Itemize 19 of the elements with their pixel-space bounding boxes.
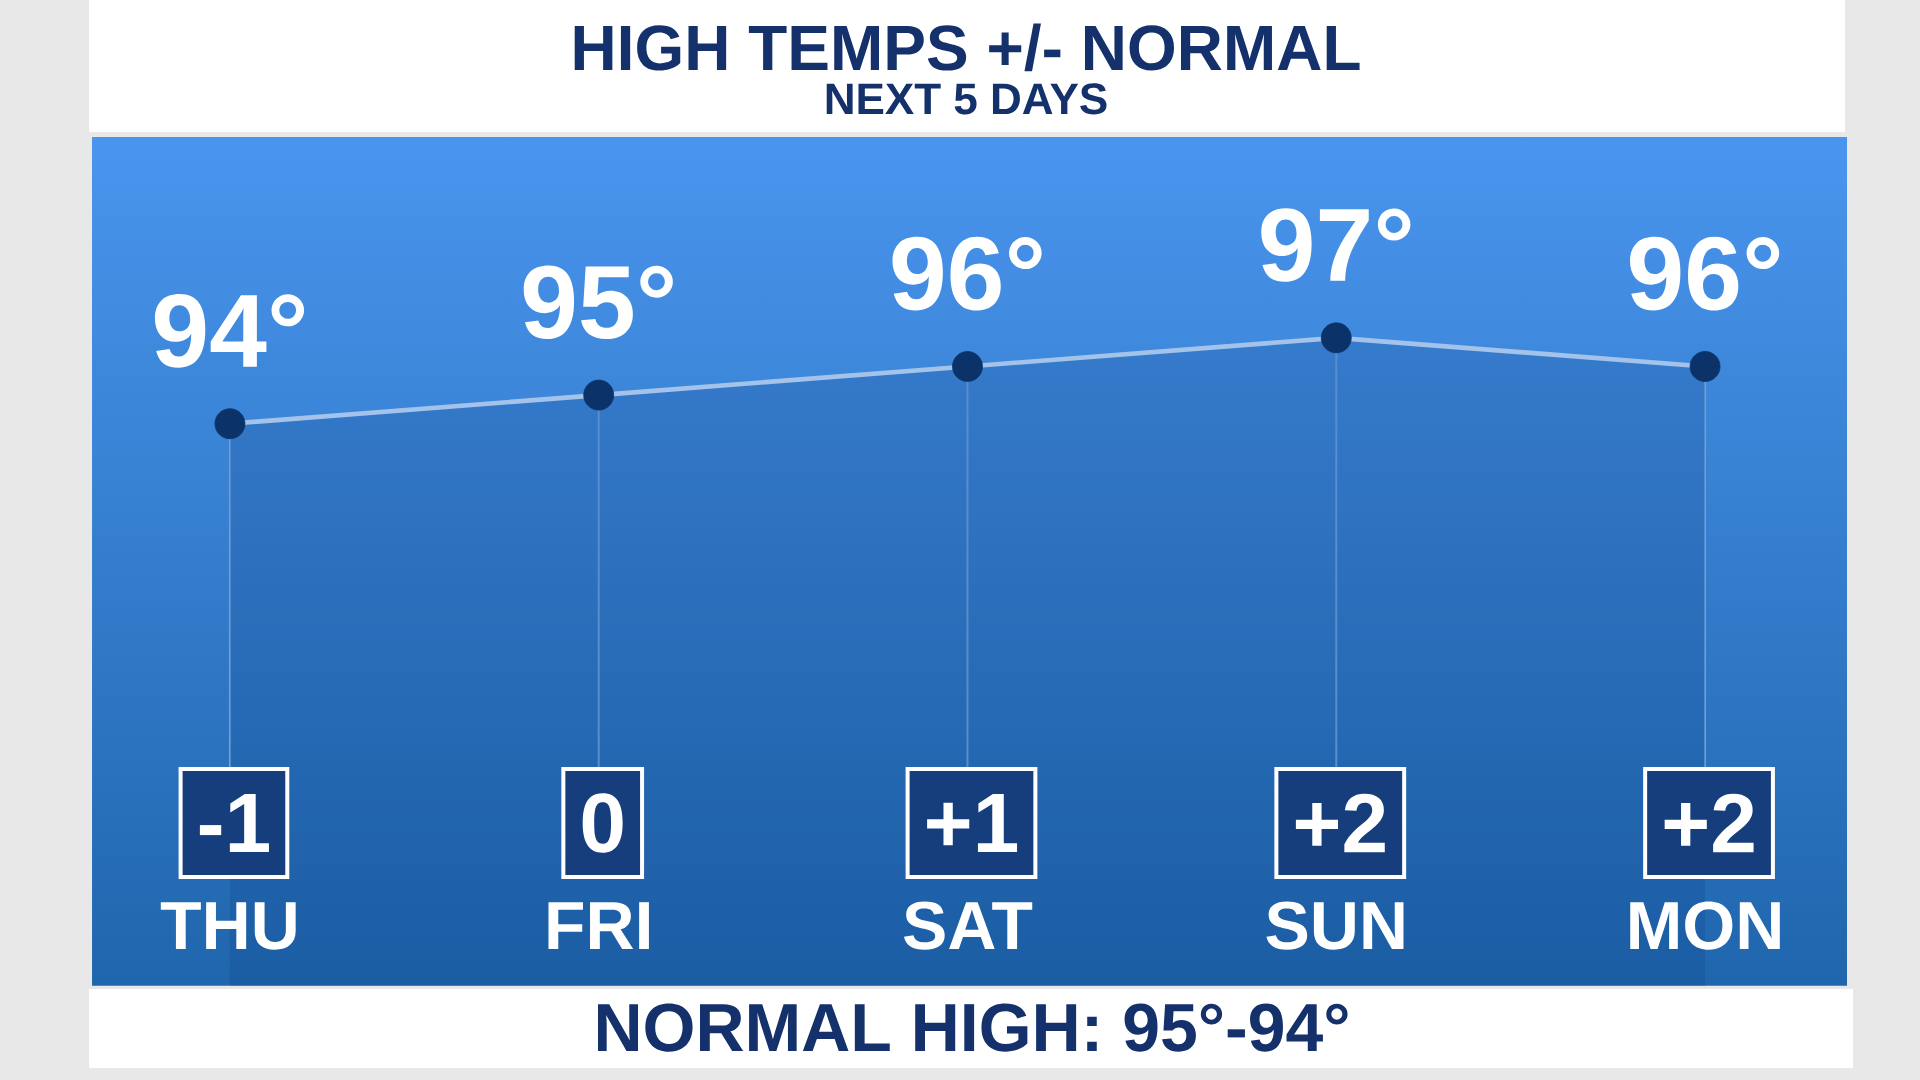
x-tick-label: THU	[160, 902, 296, 950]
data-label: 94°	[154, 294, 305, 368]
chart-title: HIGH TEMPS +/- NORMAL	[574, 23, 1360, 72]
x-tick-label: SAT	[903, 901, 1033, 950]
data-label: 97°	[1261, 208, 1411, 282]
annotation: +2	[1664, 793, 1754, 853]
annotation: NORMAL HIGH: 95°-94°	[598, 1003, 1348, 1052]
x-tick-label: FRI	[548, 902, 649, 949]
annotation: 0	[582, 793, 623, 853]
x-tick-label: SUN	[1266, 901, 1404, 950]
x-tick-label: MON	[1630, 901, 1780, 950]
annotation: -1	[199, 794, 269, 852]
point	[214, 408, 246, 440]
data-label: 96°	[1630, 236, 1780, 311]
annotation: +2	[1295, 793, 1385, 853]
annotation: +1	[927, 794, 1018, 852]
data-label: 95°	[523, 265, 673, 340]
data-label: 96°	[892, 236, 1042, 311]
chart-subtitle: NEXT 5 DAYS	[826, 83, 1107, 115]
